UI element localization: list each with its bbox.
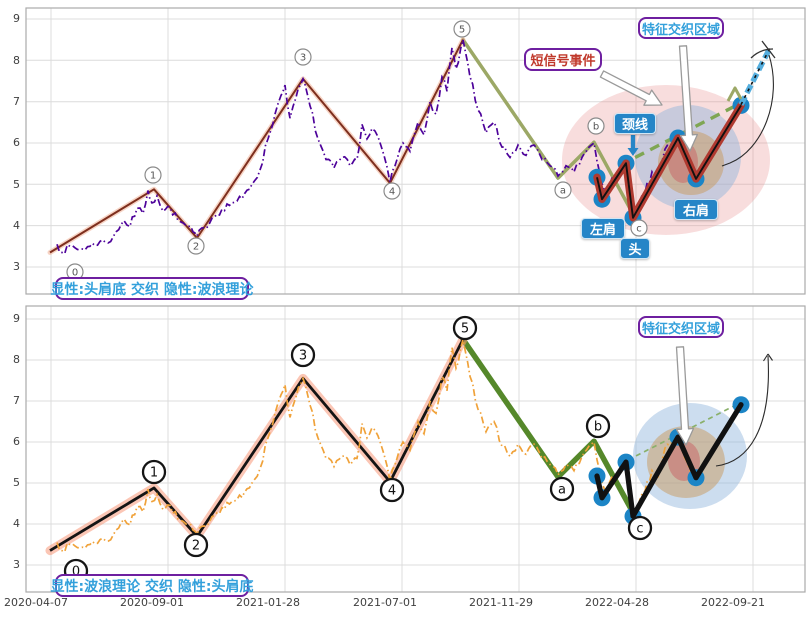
bottom-region-arrow: [675, 346, 695, 446]
top-wave-3-label: 3: [300, 53, 306, 64]
bottom-elliott-wave-line: [49, 338, 465, 552]
bottom-frame: [25, 305, 806, 593]
top-wave-1-circle: [144, 166, 162, 184]
x-tick-0: 2020-04-07: [4, 596, 68, 609]
bottom-neckline-dashed: [619, 399, 747, 465]
top-wave-2-circle: [187, 237, 205, 255]
top-wave-2-label: 2: [193, 242, 199, 253]
y-tick-top-4: 4: [13, 219, 20, 232]
y-tick-bottom-4: 4: [13, 517, 20, 530]
top-wave-1-label: 1: [150, 171, 156, 182]
neckline-pointer-arrow: [627, 135, 639, 156]
y-tick-bottom-3: 3: [13, 558, 20, 571]
y-tick-bottom-8: 8: [13, 353, 20, 366]
top-wave-5-label: 5: [459, 25, 465, 36]
bottom-wave-0-label: 0: [72, 565, 80, 580]
y-tick-top-8: 8: [13, 54, 20, 67]
bottom-wave-b-label: b: [594, 420, 602, 435]
sketch-arrowhead-stroke-2: [761, 40, 776, 59]
y-tick-top-6: 6: [13, 136, 20, 149]
top-wave-b-circle: [587, 117, 605, 135]
bottom-thin-curve-arrow: [715, 355, 769, 467]
bottom-wave-c-label: c: [636, 522, 643, 537]
bottom-thin-curve-arrowhead: [763, 353, 773, 362]
y-tick-bottom-5: 5: [13, 476, 20, 489]
top-wave-a-circle: [554, 181, 572, 199]
sketch-arrowhead-stroke-1: [750, 48, 774, 59]
y-tick-top-5: 5: [13, 178, 20, 191]
neckline-tag: 颈线: [614, 113, 656, 134]
top-head-shoulders-core: [596, 104, 742, 219]
top-short-signal-label: 短信号事件: [524, 48, 602, 71]
y-tick-bottom-7: 7: [13, 394, 20, 407]
top-elliott-wave-line: [49, 39, 464, 254]
top-feature-region-label: 特征交织区域: [638, 17, 724, 39]
bottom-head-shoulders-line: [594, 402, 744, 519]
bottom-wave-5-label: 5: [461, 322, 469, 337]
bottom-price-line: [56, 339, 742, 553]
left-shoulder-tag: 左肩: [581, 218, 625, 239]
y-tick-bottom-6: 6: [13, 435, 20, 448]
x-tick-2: 2021-01-28: [236, 596, 300, 609]
bottom-wave-2-circle: [183, 532, 209, 558]
bottom-wave-a-circle: [549, 476, 575, 502]
y-tick-top-3: 3: [13, 260, 20, 273]
bottom-wave-b-circle: [585, 413, 611, 439]
breakout-projection-core: [740, 47, 771, 105]
bottom-wave-1-circle: [141, 459, 167, 485]
short-signal-arrow: [599, 70, 663, 106]
top-wave-5-circle: [453, 20, 471, 38]
top-wave-c-label: c: [636, 224, 642, 235]
bottom-pattern-caption: 显性:波浪理论 交织 隐性:头肩底: [51, 574, 253, 597]
bottom-feature-region-label: 特征交织区域: [638, 316, 724, 338]
bottom-wave-a-label: a: [558, 483, 566, 498]
top-wave-3-circle: [294, 48, 312, 66]
top-thin-curve-arrow: [721, 54, 774, 167]
bottom-wave-1-label: 1: [150, 466, 158, 481]
x-tick-3: 2021-07-01: [353, 596, 417, 609]
top-region-arrow: [678, 45, 699, 152]
x-tick-1: 2020-09-01: [120, 596, 184, 609]
x-tick-6: 2022-09-21: [701, 596, 765, 609]
top-wave-b-label: b: [593, 122, 599, 133]
right-shoulder-tag: 右肩: [674, 199, 718, 220]
top-frame: [25, 7, 806, 295]
bottom-wave-2-label: 2: [192, 539, 200, 554]
bottom-wave-5-circle: [452, 315, 478, 341]
bottom-wave-c-circle: [627, 515, 653, 541]
bottom-wave-3-label: 3: [299, 349, 307, 364]
top-panel: 0 1 2 3 4 5 a b c: [25, 7, 806, 295]
bottom-wave-4-circle: [379, 477, 405, 503]
bottom-panel: 0 1 2 3 4 5 a b c: [25, 305, 806, 593]
olive-caret: [726, 86, 743, 102]
top-wave-0-label: 0: [72, 268, 78, 279]
y-tick-top-9: 9: [13, 12, 20, 25]
top-wave-c-circle: [630, 219, 648, 237]
x-tick-5: 2022-04-28: [585, 596, 649, 609]
top-pattern-caption: 显性:头肩底 交织 隐性:波浪理论: [51, 277, 253, 300]
top-wave-4-label: 4: [389, 187, 395, 198]
bottom-wave-4-label: 4: [388, 484, 396, 499]
y-tick-top-7: 7: [13, 95, 20, 108]
top-wave-4-circle: [383, 182, 401, 200]
y-tick-bottom-9: 9: [13, 312, 20, 325]
head-tag: 头: [620, 238, 650, 259]
x-tick-4: 2021-11-29: [469, 596, 533, 609]
top-wave-a-label: a: [560, 186, 566, 197]
bottom-wave-3-circle: [290, 342, 316, 368]
